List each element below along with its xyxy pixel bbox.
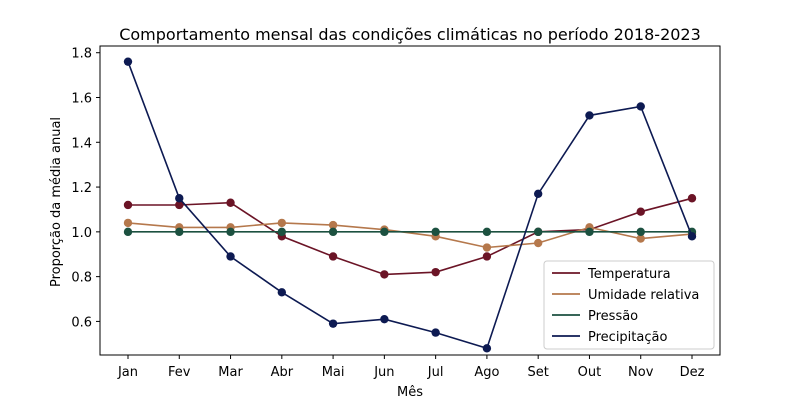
data-point <box>585 227 594 237</box>
data-point <box>328 227 338 237</box>
legend-label: Temperatura <box>587 267 671 282</box>
data-point <box>123 227 133 237</box>
x-tick-label: Nov <box>628 365 654 380</box>
data-point <box>123 218 133 228</box>
x-tick-label: Ago <box>474 365 499 380</box>
data-point <box>380 314 389 324</box>
y-tick-label: 0.6 <box>71 315 92 330</box>
x-tick-label: Out <box>578 365 602 380</box>
series-line <box>127 222 693 249</box>
data-point <box>175 227 184 237</box>
legend-label: Pressão <box>588 309 638 324</box>
plot-frame <box>99 45 721 356</box>
y-tick-label: 1.4 <box>71 136 92 151</box>
data-point <box>636 227 645 237</box>
data-point <box>482 344 492 353</box>
legend-label: Precipitação <box>588 330 667 345</box>
data-point <box>123 57 133 66</box>
data-point <box>380 270 389 279</box>
y-axis-label: Proporção da média anual <box>49 117 64 287</box>
data-point <box>431 267 440 277</box>
data-point <box>380 227 389 237</box>
series-3 <box>123 57 697 353</box>
data-point <box>226 227 235 237</box>
chart-title: Comportamento mensal das condições climá… <box>119 25 701 44</box>
data-point <box>431 328 440 337</box>
data-point <box>175 194 184 203</box>
series-2 <box>123 227 697 237</box>
x-tick-label: Dez <box>680 365 705 380</box>
legend: Temperatura Umidade relativa Pressão Precip… <box>543 260 715 350</box>
y-tick-label: 0.8 <box>71 271 92 286</box>
data-point <box>123 200 133 210</box>
y-tick-label: 1.0 <box>71 226 92 241</box>
x-tick-label: Fev <box>168 365 191 380</box>
x-tick-label: Mai <box>322 365 345 380</box>
x-tick-label: Abr <box>271 365 294 380</box>
data-point <box>328 319 338 328</box>
data-point <box>328 220 338 230</box>
data-point <box>482 227 492 237</box>
y-tick-label: 1.8 <box>71 47 92 62</box>
data-point <box>277 227 287 237</box>
data-point <box>533 227 543 237</box>
data-point <box>226 252 235 261</box>
data-point <box>636 234 645 243</box>
x-tick-label: Jul <box>427 365 444 380</box>
data-point <box>533 189 543 198</box>
data-point <box>175 200 184 210</box>
data-point <box>277 218 287 228</box>
data-point <box>636 102 645 111</box>
data-point <box>226 198 235 207</box>
legend-box <box>543 260 715 350</box>
series-1 <box>123 218 697 252</box>
x-tick-label: Set <box>528 365 549 380</box>
series-line <box>127 61 693 350</box>
y-tick-label: 1.2 <box>71 181 92 196</box>
data-point <box>636 207 645 216</box>
series-line <box>128 197 693 276</box>
data-point <box>687 194 697 203</box>
x-axis-label: Mês <box>397 385 423 400</box>
data-point <box>431 227 440 237</box>
plot-area: Jan Fev Mar Abr Mai Jun Jul Ago Set Out Nov Dez 0.6 0… <box>71 45 721 380</box>
legend-label: Umidade relativa <box>588 288 699 303</box>
y-tick-label: 1.6 <box>71 92 92 107</box>
data-point <box>585 111 594 120</box>
x-tick-label: Jan <box>117 365 138 380</box>
data-point <box>687 232 697 241</box>
data-point <box>533 238 543 248</box>
data-point <box>328 252 338 261</box>
data-point <box>277 288 287 297</box>
x-tick-label: Mar <box>218 365 243 380</box>
x-tick-label: Jun <box>373 365 394 380</box>
data-point <box>482 252 492 261</box>
data-point <box>482 243 492 252</box>
